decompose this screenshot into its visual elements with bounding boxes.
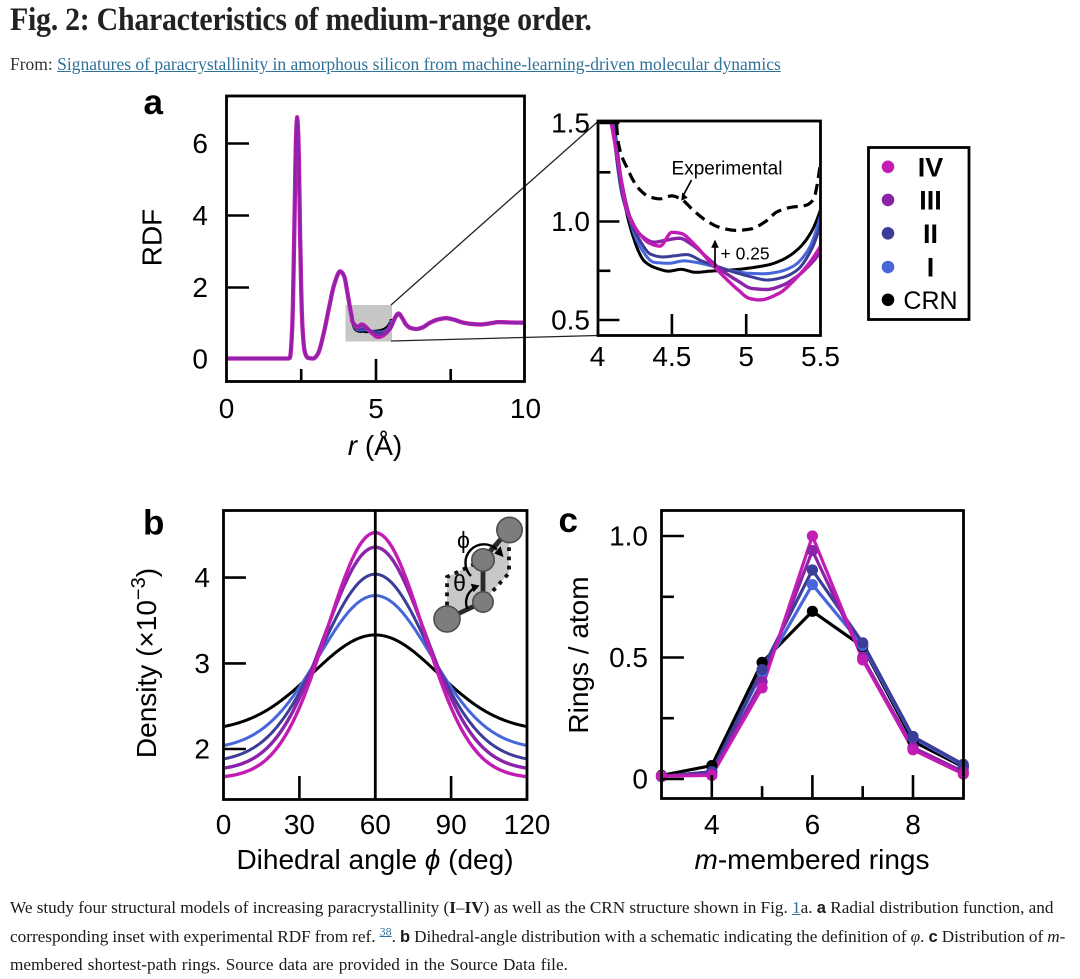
svg-text:+ 0.25: + 0.25 xyxy=(721,244,770,264)
svg-text:I: I xyxy=(927,253,935,283)
svg-text:IV: IV xyxy=(918,152,944,182)
svg-text:60: 60 xyxy=(360,809,391,840)
svg-text:II: II xyxy=(923,219,938,249)
svg-text:1.0: 1.0 xyxy=(551,206,590,237)
svg-text:4: 4 xyxy=(194,562,210,593)
svg-text:30: 30 xyxy=(284,809,315,840)
svg-text:r (Å): r (Å) xyxy=(348,430,402,461)
svg-text:III: III xyxy=(919,185,942,215)
svg-text:4: 4 xyxy=(704,809,720,840)
svg-text:Rings / atom: Rings / atom xyxy=(563,576,594,733)
svg-text:3: 3 xyxy=(194,648,210,679)
svg-text:4: 4 xyxy=(192,200,208,231)
svg-text:0: 0 xyxy=(632,764,648,795)
svg-text:m-membered rings: m-membered rings xyxy=(695,844,930,875)
svg-text:0: 0 xyxy=(219,393,235,424)
svg-text:4.5: 4.5 xyxy=(652,341,691,372)
svg-text:1.5: 1.5 xyxy=(551,108,590,139)
svg-text:6: 6 xyxy=(192,128,208,159)
svg-text:8: 8 xyxy=(905,809,921,840)
svg-text:5: 5 xyxy=(368,393,384,424)
svg-text:90: 90 xyxy=(436,809,467,840)
svg-text:4: 4 xyxy=(590,341,606,372)
svg-text:10: 10 xyxy=(510,393,541,424)
svg-text:0: 0 xyxy=(216,809,232,840)
svg-text:0.5: 0.5 xyxy=(609,642,648,673)
svg-text:ϕ: ϕ xyxy=(457,527,470,553)
svg-text:Density (×10−3): Density (×10−3) xyxy=(128,568,162,758)
svg-text:a: a xyxy=(144,83,164,122)
svg-text:b: b xyxy=(143,504,164,543)
svg-text:Experimental: Experimental xyxy=(672,159,783,180)
svg-text:2: 2 xyxy=(194,734,210,765)
svg-text:1.0: 1.0 xyxy=(609,521,648,552)
svg-text:0.5: 0.5 xyxy=(551,305,590,336)
svg-text:c: c xyxy=(559,501,578,540)
svg-text:2: 2 xyxy=(192,272,208,303)
svg-text:Dihedral angle ϕ (deg): Dihedral angle ϕ (deg) xyxy=(236,844,513,875)
svg-text:CRN: CRN xyxy=(903,287,957,315)
svg-text:RDF: RDF xyxy=(137,209,168,267)
svg-text:120: 120 xyxy=(504,809,551,840)
svg-text:θ: θ xyxy=(453,570,466,596)
svg-text:5.5: 5.5 xyxy=(801,341,840,372)
svg-text:5: 5 xyxy=(738,341,754,372)
svg-text:6: 6 xyxy=(805,809,821,840)
svg-text:0: 0 xyxy=(192,344,208,375)
